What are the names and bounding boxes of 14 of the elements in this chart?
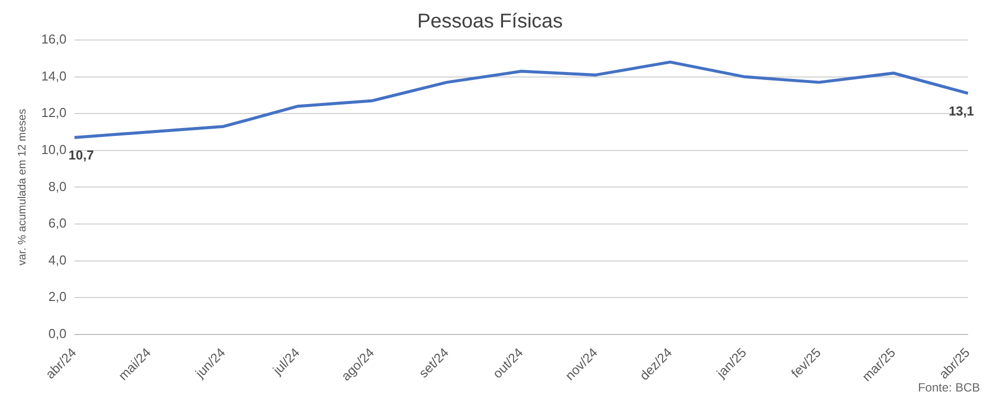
data-label: 13,1 [948, 103, 974, 118]
y-tick-label: 0,0 [48, 326, 66, 341]
y-tick-label: 16,0 [41, 32, 66, 47]
y-tick-label: 14,0 [41, 68, 66, 84]
y-axis-title: var. % acumulada em 12 meses [16, 108, 29, 266]
data-label: 10,7 [68, 148, 94, 163]
y-tick-label: 12,0 [41, 105, 66, 120]
y-tick-label: 8,0 [48, 178, 66, 194]
y-tick-label: 4,0 [48, 252, 66, 268]
chart-title: Pessoas Físicas [417, 10, 563, 33]
y-tick-label: 10,0 [41, 142, 66, 157]
source-note: Fonte: BCB [918, 380, 980, 394]
y-tick-label: 6,0 [48, 216, 66, 231]
y-tick-label: 2,0 [48, 289, 66, 304]
